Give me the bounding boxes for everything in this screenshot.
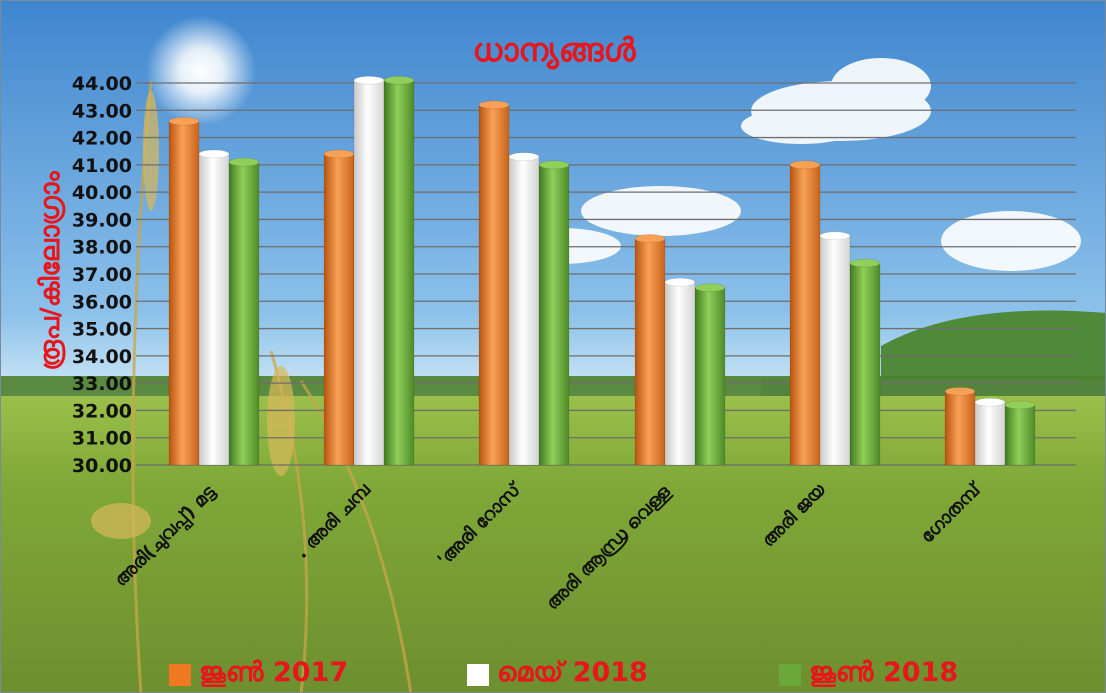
x-tick-label: അരി(ചുവപ്പ്) മട്ട <box>110 481 222 593</box>
bar-body <box>168 120 200 466</box>
bar-body <box>819 235 851 466</box>
x-tick-label: ഗോതമ്പ് <box>917 477 987 547</box>
y-tick-label: 41.00 <box>72 155 132 177</box>
bar-body <box>508 156 540 466</box>
bar-may-2018 <box>198 149 230 466</box>
bar-body <box>228 161 260 466</box>
legend-label: മെയ് 2018 <box>497 657 648 688</box>
bar-body <box>478 104 510 466</box>
bar-body <box>198 153 230 466</box>
bars <box>168 75 1036 466</box>
x-tick-label: . അരി ചമ്പ <box>291 479 375 563</box>
bar-cap <box>508 152 540 161</box>
bar-body <box>538 164 570 466</box>
gridlines <box>136 82 1076 466</box>
y-axis-ticks: 30.00 31.00 32.00 33.00 34.00 35.00 36.00 37.00… <box>72 73 132 477</box>
x-axis-ticks: അരി(ചുവപ്പ്) മട്ട. അരി ചമ്പ 'അരി റോസ് അരി … <box>110 477 987 614</box>
bar-cap <box>198 149 230 159</box>
bar-cap <box>323 149 355 159</box>
bar-cap <box>819 231 851 241</box>
y-tick-label: 37.00 <box>72 264 132 286</box>
bar-june-2018 <box>383 75 415 466</box>
chart-title: ധാന്യങ്ങൾ <box>472 31 636 69</box>
bar-cap <box>168 116 200 126</box>
bar-cap <box>228 157 260 167</box>
legend-swatch <box>169 664 191 686</box>
bar-cap <box>664 277 696 287</box>
bar-june-2018 <box>694 283 726 466</box>
bar-body <box>944 391 976 466</box>
bar-cap <box>383 75 415 85</box>
y-axis-label: രൂപ/കിലോഗ്രാം <box>35 171 66 371</box>
bar-body <box>323 153 355 466</box>
bar-june-2018 <box>538 160 570 466</box>
bar-cap <box>944 387 976 396</box>
bar-body <box>694 287 726 466</box>
bar-cap <box>478 100 510 110</box>
bar-june-2017 <box>944 387 976 466</box>
bar-june-2018 <box>228 157 260 466</box>
y-tick-label: 35.00 <box>72 319 132 341</box>
bar-cap <box>974 397 1006 407</box>
bar-may-2018 <box>508 152 540 466</box>
bar-body <box>974 401 1006 466</box>
y-tick-label: 36.00 <box>72 291 132 313</box>
y-tick-label: 31.00 <box>72 428 132 450</box>
x-tick-label: അരി ആന്ധ്ര വെള്ള <box>542 481 675 614</box>
legend-swatch <box>467 664 489 686</box>
bar-may-2018 <box>974 397 1006 466</box>
bar-june-2017 <box>168 116 200 466</box>
bar-june-2018 <box>1004 400 1036 466</box>
bar-body <box>634 238 666 466</box>
bar-body <box>664 281 696 466</box>
bar-cap <box>634 234 666 243</box>
bar-may-2018 <box>353 75 385 466</box>
y-tick-label: 39.00 <box>72 209 132 231</box>
x-tick-label: 'അരി റോസ് <box>434 477 527 570</box>
bar-cap <box>1004 400 1036 410</box>
bar-body <box>383 79 415 466</box>
bar-cap <box>353 75 385 85</box>
legend: ജൂൺ 2017 മെയ് 2018 ജൂൺ 2018 <box>1 653 1105 692</box>
bar-cap <box>694 283 726 292</box>
y-tick-label: 42.00 <box>72 128 132 150</box>
bar-june-2017 <box>789 160 821 466</box>
bar-body <box>849 262 881 466</box>
y-tick-label: 38.00 <box>72 237 132 259</box>
x-tick-label: അരി ജയ <box>758 479 830 551</box>
bar-june-2017 <box>634 234 666 466</box>
bar-june-2018 <box>849 258 881 466</box>
bar-cap <box>789 160 821 170</box>
y-tick-label: 30.00 <box>72 455 132 477</box>
bar-cap <box>538 160 570 170</box>
bar-may-2018 <box>819 231 851 466</box>
bar-may-2018 <box>664 277 696 466</box>
bar-body <box>789 164 821 466</box>
legend-label: ജൂൺ 2017 <box>199 657 349 688</box>
y-tick-label: 34.00 <box>72 346 132 368</box>
y-tick-label: 32.00 <box>72 400 132 422</box>
legend-swatch <box>779 664 801 686</box>
y-tick-label: 44.00 <box>72 73 132 95</box>
bar-body <box>353 79 385 466</box>
bar-body <box>1004 404 1036 466</box>
y-tick-label: 40.00 <box>72 182 132 204</box>
y-tick-label: 43.00 <box>72 100 132 122</box>
bar-june-2017 <box>478 100 510 466</box>
y-tick-label: 33.00 <box>72 373 132 395</box>
bar-cap <box>849 258 881 268</box>
bar-june-2017 <box>323 149 355 466</box>
legend-label: ജൂൺ 2018 <box>809 657 959 688</box>
